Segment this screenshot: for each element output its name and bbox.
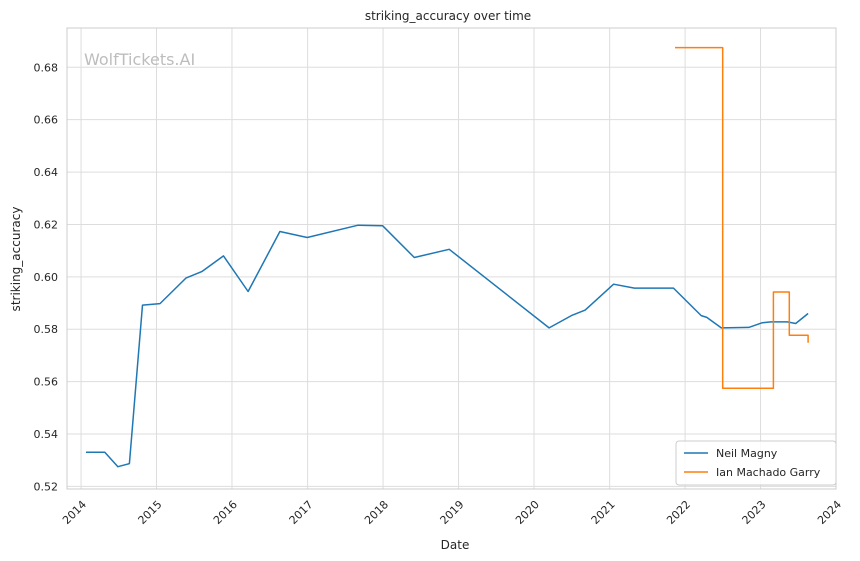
legend: Neil Magny Ian Machado Garry xyxy=(675,440,837,486)
y-tick-label: 0.64 xyxy=(34,166,59,179)
plot-frame xyxy=(66,27,837,490)
series-layer xyxy=(86,46,809,468)
series-line-ian-machado-garry xyxy=(675,46,809,389)
y-tick-label: 0.54 xyxy=(34,428,59,441)
y-tick-label: 0.56 xyxy=(34,376,59,389)
y-axis-label: striking_accuracy xyxy=(9,207,23,312)
y-tick-label: 0.58 xyxy=(34,323,59,336)
series-line-neil-magny xyxy=(86,224,809,468)
y-tick-label: 0.60 xyxy=(34,271,59,284)
y-tick-label: 0.66 xyxy=(34,114,59,127)
legend-label-neil-magny: Neil Magny xyxy=(716,447,778,460)
x-axis-label: Date xyxy=(441,538,470,552)
y-tick-label: 0.68 xyxy=(34,61,59,74)
y-tick-label: 0.52 xyxy=(34,480,59,493)
legend-label-ian-machado-garry: Ian Machado Garry xyxy=(716,466,821,479)
legend-box xyxy=(675,440,837,486)
y-tick-label: 0.62 xyxy=(34,218,59,231)
chart-title: striking_accuracy over time xyxy=(365,9,531,23)
watermark: WolfTickets.AI xyxy=(84,50,195,69)
